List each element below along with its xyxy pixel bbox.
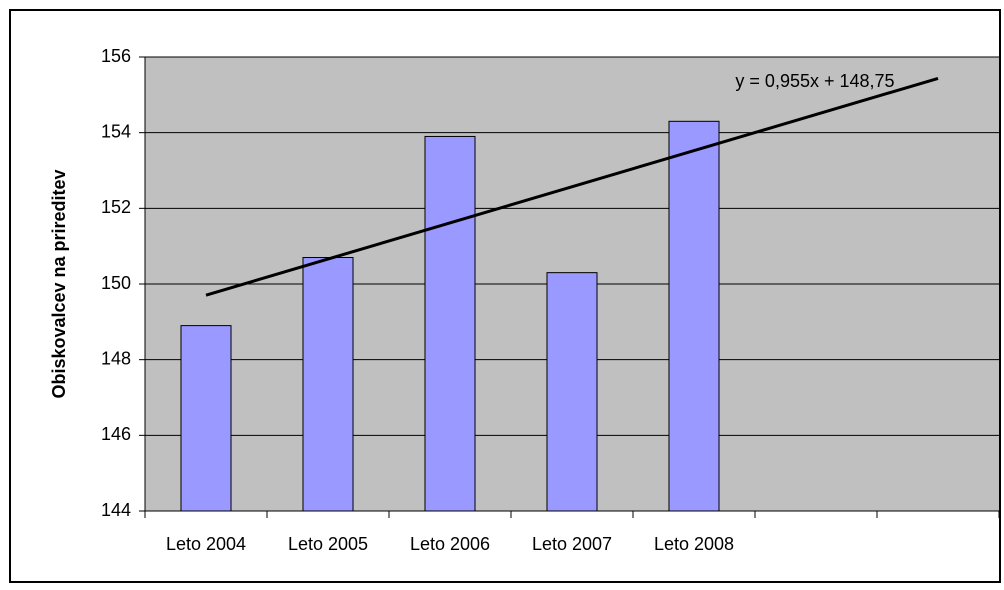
y-tick-label: 150 [101, 273, 131, 293]
bar [668, 120, 720, 512]
bar [302, 257, 354, 512]
x-tick-label: Leto 2008 [654, 534, 734, 554]
y-tick-label: 146 [101, 424, 131, 444]
trendline-label: y = 0,955x + 148,75 [735, 71, 894, 91]
x-tick-label: Leto 2004 [166, 534, 246, 554]
x-tick-label: Leto 2006 [410, 534, 490, 554]
x-tick-label: Leto 2007 [532, 534, 612, 554]
y-tick-label: 148 [101, 348, 131, 368]
x-tick-label: Leto 2005 [288, 534, 368, 554]
y-tick-label: 156 [101, 46, 131, 66]
y-tick-label: 144 [101, 500, 131, 520]
y-tick-label: 154 [101, 121, 131, 141]
trendline [205, 76, 939, 297]
bar [424, 135, 476, 512]
y-tick-label: 152 [101, 197, 131, 217]
bar [180, 325, 232, 512]
bar [546, 272, 598, 512]
y-axis-label: Obiskovalcev na prireditev [49, 169, 69, 398]
